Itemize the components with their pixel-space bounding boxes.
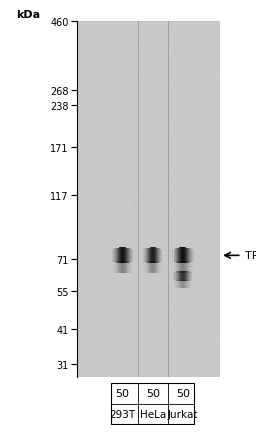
Bar [111, 383, 194, 424]
Text: TRMT1: TRMT1 [244, 251, 256, 261]
Text: HeLa: HeLa [140, 409, 166, 419]
Text: 50: 50 [176, 388, 190, 398]
Text: 50: 50 [116, 388, 130, 398]
Text: Jurkat: Jurkat [168, 409, 198, 419]
Text: kDa: kDa [17, 10, 41, 20]
Text: 293T: 293T [110, 409, 136, 419]
Text: 50: 50 [146, 388, 160, 398]
